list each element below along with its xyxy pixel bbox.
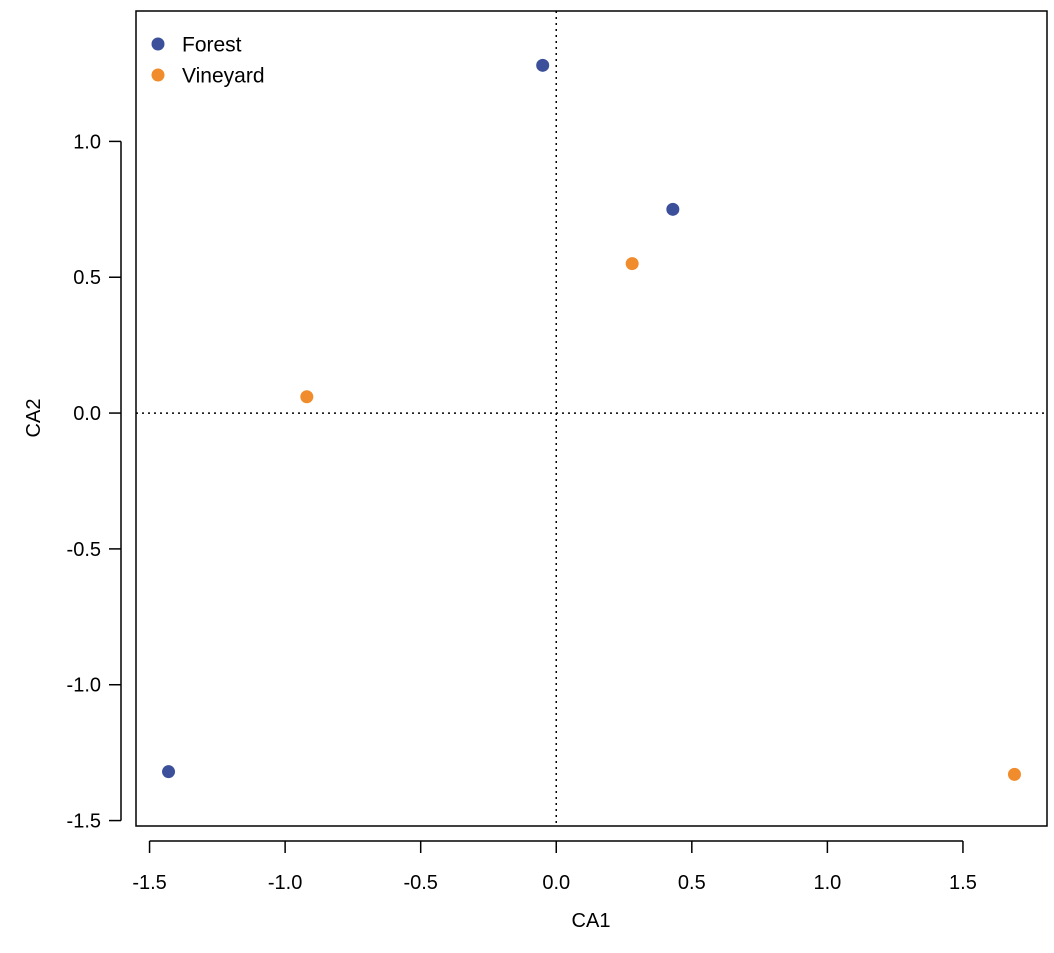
data-points xyxy=(162,58,1021,781)
plot-frame xyxy=(135,10,1048,827)
legend-marker-forest xyxy=(151,37,165,51)
y-tick-label: 0.5 xyxy=(73,267,101,289)
x-axis-label: CA1 xyxy=(572,910,611,932)
y-axis-label: CA2 xyxy=(23,399,45,438)
legend-label-forest: Forest xyxy=(182,34,242,57)
y-axis: -1.5 -1.0 -0.5 0.0 0.5 1.0 xyxy=(67,131,122,833)
forest-point xyxy=(162,765,176,779)
x-tick-label: 0.0 xyxy=(542,872,570,894)
vineyard-point xyxy=(300,390,314,404)
y-tick-label: -1.5 xyxy=(67,811,101,833)
legend-marker-vineyard xyxy=(151,68,165,82)
y-tick-label: -0.5 xyxy=(67,539,101,561)
vineyard-point xyxy=(1007,767,1021,781)
vineyard-point xyxy=(625,257,639,271)
x-tick-label: -0.5 xyxy=(403,872,437,894)
forest-point xyxy=(536,58,550,72)
x-tick-label: -1.0 xyxy=(268,872,302,894)
y-tick-label: 0.0 xyxy=(73,403,101,425)
y-tick-label: -1.0 xyxy=(67,675,101,697)
x-tick-label: -1.5 xyxy=(132,872,166,894)
legend: Forest Vineyard xyxy=(151,34,265,88)
reference-lines xyxy=(136,11,1047,826)
legend-label-vineyard: Vineyard xyxy=(182,65,265,88)
x-tick-label: 1.5 xyxy=(949,872,977,894)
x-tick-label: 0.5 xyxy=(678,872,706,894)
y-tick-label: 1.0 xyxy=(73,131,101,153)
x-axis: -1.5 -1.0 -0.5 0.0 0.5 1.0 1.5 xyxy=(132,840,977,894)
forest-point xyxy=(666,202,680,216)
x-tick-label: 1.0 xyxy=(813,872,841,894)
